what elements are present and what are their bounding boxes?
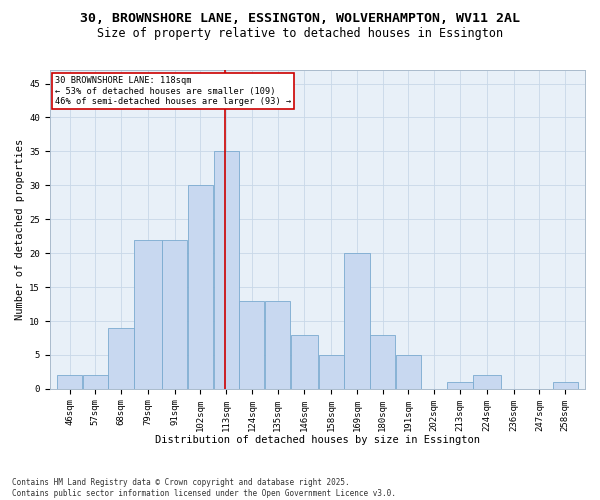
Text: Size of property relative to detached houses in Essington: Size of property relative to detached ho…: [97, 28, 503, 40]
Text: 30 BROWNSHORE LANE: 118sqm
← 53% of detached houses are smaller (109)
46% of sem: 30 BROWNSHORE LANE: 118sqm ← 53% of deta…: [55, 76, 291, 106]
Bar: [57, 376, 82, 389]
Bar: [370, 334, 395, 389]
Bar: [214, 152, 239, 389]
Bar: [291, 334, 318, 389]
Bar: [344, 253, 370, 389]
Y-axis label: Number of detached properties: Number of detached properties: [15, 139, 25, 320]
Bar: [265, 300, 290, 389]
Bar: [396, 355, 421, 389]
Bar: [553, 382, 578, 389]
Bar: [188, 186, 213, 389]
Text: 30, BROWNSHORE LANE, ESSINGTON, WOLVERHAMPTON, WV11 2AL: 30, BROWNSHORE LANE, ESSINGTON, WOLVERHA…: [80, 12, 520, 26]
Bar: [134, 240, 161, 389]
X-axis label: Distribution of detached houses by size in Essington: Distribution of detached houses by size …: [155, 435, 480, 445]
Text: Contains HM Land Registry data © Crown copyright and database right 2025.
Contai: Contains HM Land Registry data © Crown c…: [12, 478, 396, 498]
Bar: [319, 355, 344, 389]
Bar: [83, 376, 108, 389]
Bar: [109, 328, 134, 389]
Bar: [473, 376, 500, 389]
Bar: [162, 240, 187, 389]
Bar: [448, 382, 473, 389]
Bar: [239, 300, 265, 389]
